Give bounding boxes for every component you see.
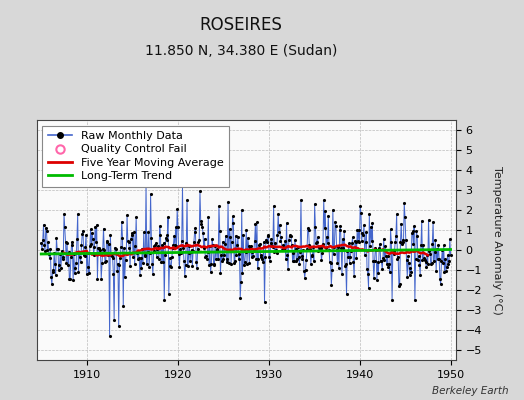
Text: ROSEIRES: ROSEIRES (200, 16, 282, 34)
Text: 11.850 N, 34.380 E (Sudan): 11.850 N, 34.380 E (Sudan) (145, 44, 337, 58)
Legend: Raw Monthly Data, Quality Control Fail, Five Year Moving Average, Long-Term Tren: Raw Monthly Data, Quality Control Fail, … (42, 126, 230, 187)
Text: Berkeley Earth: Berkeley Earth (432, 386, 508, 396)
Y-axis label: Temperature Anomaly (°C): Temperature Anomaly (°C) (492, 166, 501, 314)
